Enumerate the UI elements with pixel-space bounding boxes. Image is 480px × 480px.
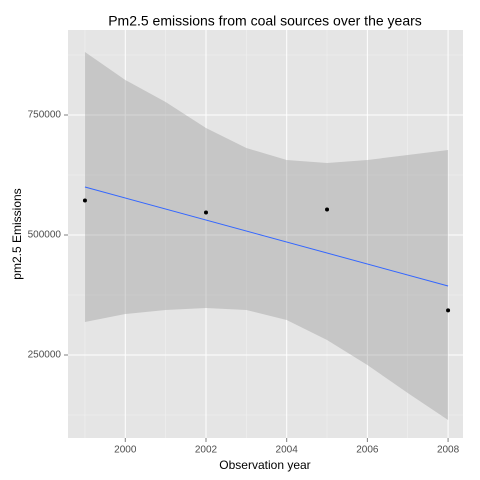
x-tick-label: 2002 — [195, 445, 218, 456]
point — [203, 210, 208, 215]
y-tick-label: 500000 — [28, 230, 62, 241]
y-tick-label: 750000 — [28, 110, 62, 121]
point — [82, 198, 87, 203]
x-axis-title: Observation year — [219, 458, 310, 472]
chart-title: Pm2.5 emissions from coal sources over t… — [108, 13, 422, 29]
point — [446, 308, 451, 313]
y-axis-title: pm2.5 Emissions — [10, 188, 24, 279]
point — [325, 207, 330, 212]
x-tick-label: 2000 — [114, 445, 137, 456]
x-tick-label: 2004 — [276, 445, 299, 456]
y-tick-label: 250000 — [28, 350, 62, 361]
x-tick-label: 2008 — [437, 445, 460, 456]
x-tick-label: 2006 — [356, 445, 379, 456]
fit-line — [84, 186, 449, 287]
panel — [68, 30, 463, 438]
